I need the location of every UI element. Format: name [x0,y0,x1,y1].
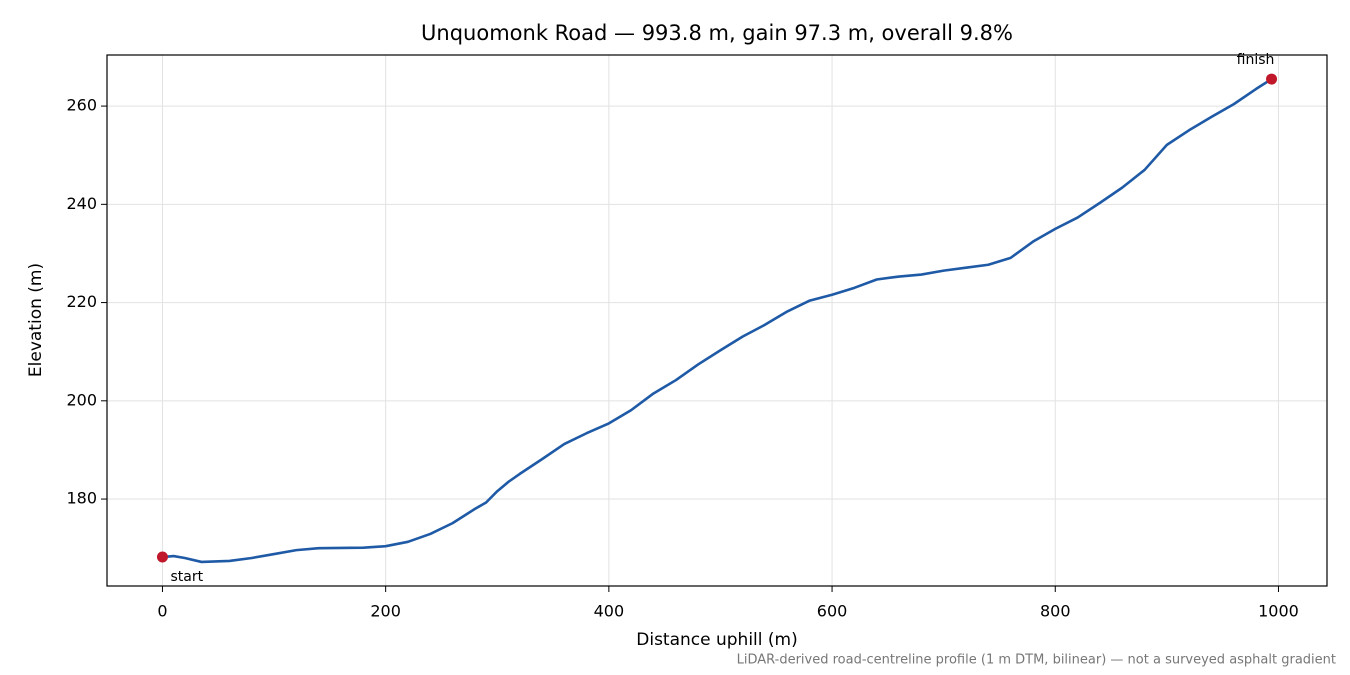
y-tick-label: 200 [66,390,97,409]
x-tick-label: 600 [817,602,848,621]
x-tick-label: 0 [157,602,167,621]
endpoint-marker [1266,73,1278,85]
x-tick-label: 1000 [1258,602,1299,621]
x-axis-label: Distance uphill (m) [636,630,797,650]
y-axis-label: Elevation (m) [26,263,46,377]
x-tick-label: 800 [1040,602,1071,621]
chart-title: Unquomonk Road — 993.8 m, gain 97.3 m, o… [421,21,1013,45]
y-tick-label: 240 [66,194,97,213]
y-tick-label: 260 [66,96,97,115]
endpoint-marker [156,551,168,563]
plot-frame [106,54,1328,587]
endpoint-label: start [170,569,203,585]
y-tick-label: 180 [66,489,97,508]
endpoint-label: finish [1237,52,1275,68]
y-tick-label: 220 [66,292,97,311]
x-tick-label: 400 [594,602,625,621]
elevation-line [162,77,1273,564]
footnote: LiDAR-derived road-centreline profile (1… [737,653,1336,668]
x-tick-label: 200 [370,602,401,621]
